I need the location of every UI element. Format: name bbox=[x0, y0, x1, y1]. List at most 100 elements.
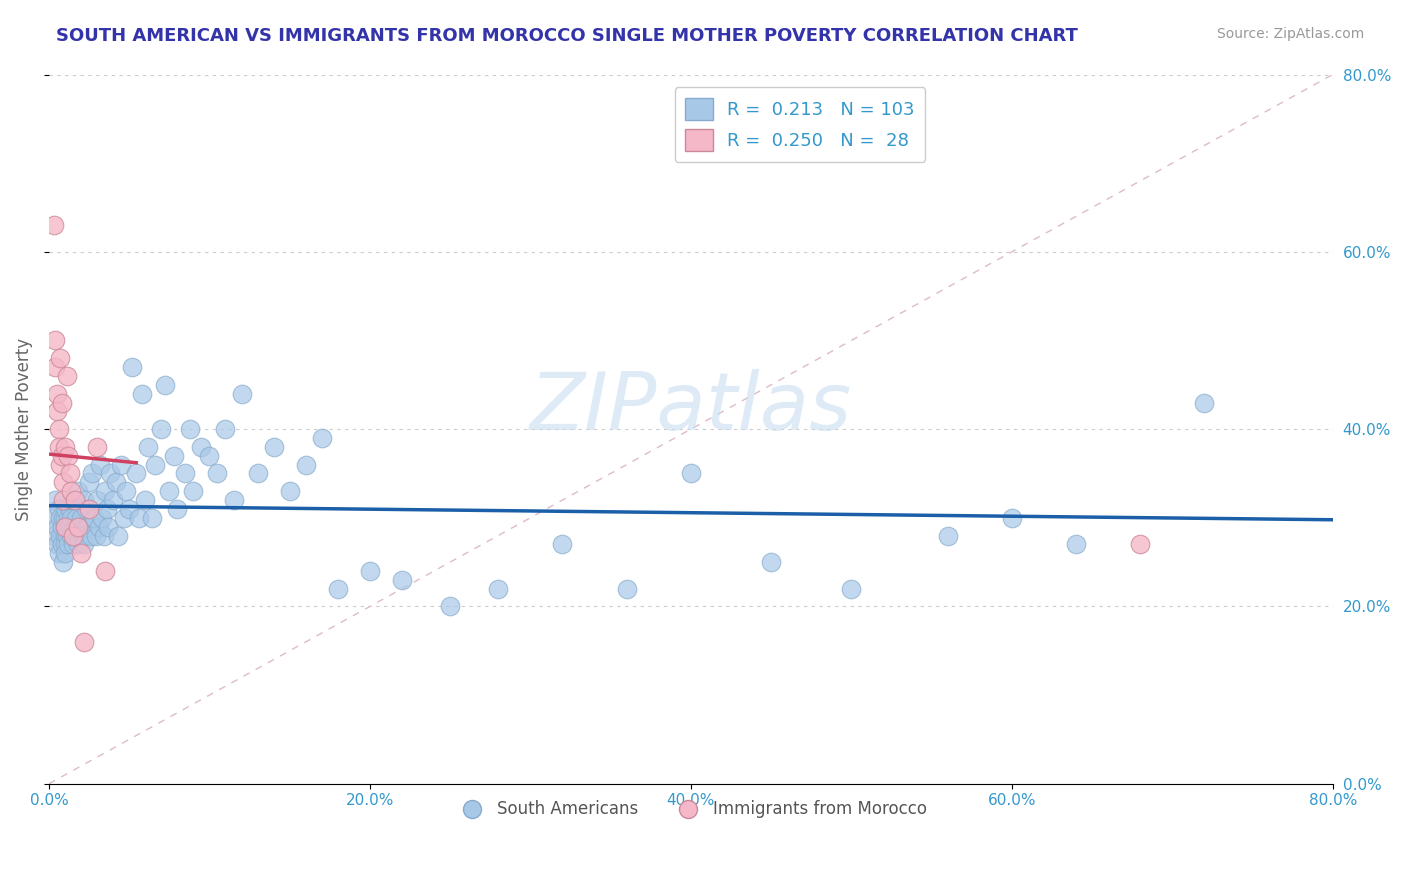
Point bbox=[51, 537, 73, 551]
Point bbox=[49, 528, 72, 542]
Point bbox=[63, 528, 86, 542]
Point bbox=[183, 484, 205, 499]
Point bbox=[53, 528, 76, 542]
Point bbox=[1129, 537, 1152, 551]
Point bbox=[87, 519, 110, 533]
Point bbox=[73, 635, 96, 649]
Point bbox=[55, 368, 77, 383]
Point bbox=[107, 528, 129, 542]
Point bbox=[174, 467, 197, 481]
Point bbox=[311, 431, 333, 445]
Point bbox=[46, 404, 69, 418]
Point bbox=[53, 537, 76, 551]
Point bbox=[359, 564, 381, 578]
Point bbox=[121, 360, 143, 375]
Point bbox=[66, 484, 89, 499]
Point bbox=[63, 493, 86, 508]
Point bbox=[96, 502, 118, 516]
Point bbox=[246, 467, 269, 481]
Point bbox=[214, 422, 236, 436]
Point bbox=[263, 440, 285, 454]
Point bbox=[59, 502, 82, 516]
Point bbox=[157, 484, 180, 499]
Point bbox=[86, 440, 108, 454]
Point bbox=[231, 386, 253, 401]
Point bbox=[72, 528, 94, 542]
Point bbox=[44, 493, 66, 508]
Point bbox=[94, 564, 117, 578]
Point bbox=[44, 334, 66, 348]
Point bbox=[46, 386, 69, 401]
Point bbox=[53, 440, 76, 454]
Point bbox=[94, 484, 117, 499]
Point bbox=[124, 467, 146, 481]
Point bbox=[190, 440, 212, 454]
Point bbox=[134, 493, 156, 508]
Point bbox=[93, 528, 115, 542]
Point bbox=[98, 467, 121, 481]
Text: ZIPatlas: ZIPatlas bbox=[530, 369, 852, 447]
Point bbox=[153, 377, 176, 392]
Point bbox=[936, 528, 959, 542]
Point bbox=[841, 582, 863, 596]
Point bbox=[41, 510, 63, 524]
Text: Source: ZipAtlas.com: Source: ZipAtlas.com bbox=[1216, 27, 1364, 41]
Point bbox=[49, 458, 72, 472]
Point bbox=[1194, 395, 1216, 409]
Point bbox=[55, 528, 77, 542]
Point bbox=[97, 519, 120, 533]
Point bbox=[1001, 510, 1024, 524]
Point bbox=[48, 422, 70, 436]
Point bbox=[679, 467, 702, 481]
Text: SOUTH AMERICAN VS IMMIGRANTS FROM MOROCCO SINGLE MOTHER POVERTY CORRELATION CHAR: SOUTH AMERICAN VS IMMIGRANTS FROM MOROCC… bbox=[56, 27, 1078, 45]
Point bbox=[76, 519, 98, 533]
Point bbox=[62, 528, 84, 542]
Point bbox=[48, 440, 70, 454]
Point bbox=[294, 458, 316, 472]
Point bbox=[48, 546, 70, 560]
Point bbox=[150, 422, 173, 436]
Point bbox=[66, 519, 89, 533]
Point bbox=[58, 510, 80, 524]
Point bbox=[52, 493, 75, 508]
Point bbox=[52, 555, 75, 569]
Point bbox=[163, 449, 186, 463]
Point bbox=[58, 537, 80, 551]
Point bbox=[60, 528, 83, 542]
Point bbox=[179, 422, 201, 436]
Point bbox=[83, 510, 105, 524]
Point bbox=[141, 510, 163, 524]
Point bbox=[62, 493, 84, 508]
Point bbox=[486, 582, 509, 596]
Point bbox=[52, 475, 75, 490]
Point bbox=[198, 449, 221, 463]
Point bbox=[115, 484, 138, 499]
Point bbox=[51, 395, 73, 409]
Point bbox=[73, 537, 96, 551]
Legend: South Americans, Immigrants from Morocco: South Americans, Immigrants from Morocco bbox=[449, 794, 934, 825]
Point bbox=[46, 519, 69, 533]
Point bbox=[90, 510, 112, 524]
Point bbox=[66, 537, 89, 551]
Point bbox=[70, 510, 93, 524]
Point bbox=[128, 510, 150, 524]
Point bbox=[62, 537, 84, 551]
Point bbox=[110, 458, 132, 472]
Point bbox=[84, 528, 107, 542]
Point bbox=[63, 519, 86, 533]
Point bbox=[166, 502, 188, 516]
Point bbox=[118, 502, 141, 516]
Point bbox=[48, 502, 70, 516]
Point bbox=[101, 493, 124, 508]
Point bbox=[53, 546, 76, 560]
Point bbox=[77, 502, 100, 516]
Point bbox=[73, 493, 96, 508]
Point bbox=[46, 537, 69, 551]
Point bbox=[616, 582, 638, 596]
Point bbox=[278, 484, 301, 499]
Point bbox=[551, 537, 574, 551]
Point bbox=[60, 484, 83, 499]
Point bbox=[222, 493, 245, 508]
Point bbox=[759, 555, 782, 569]
Point bbox=[59, 467, 82, 481]
